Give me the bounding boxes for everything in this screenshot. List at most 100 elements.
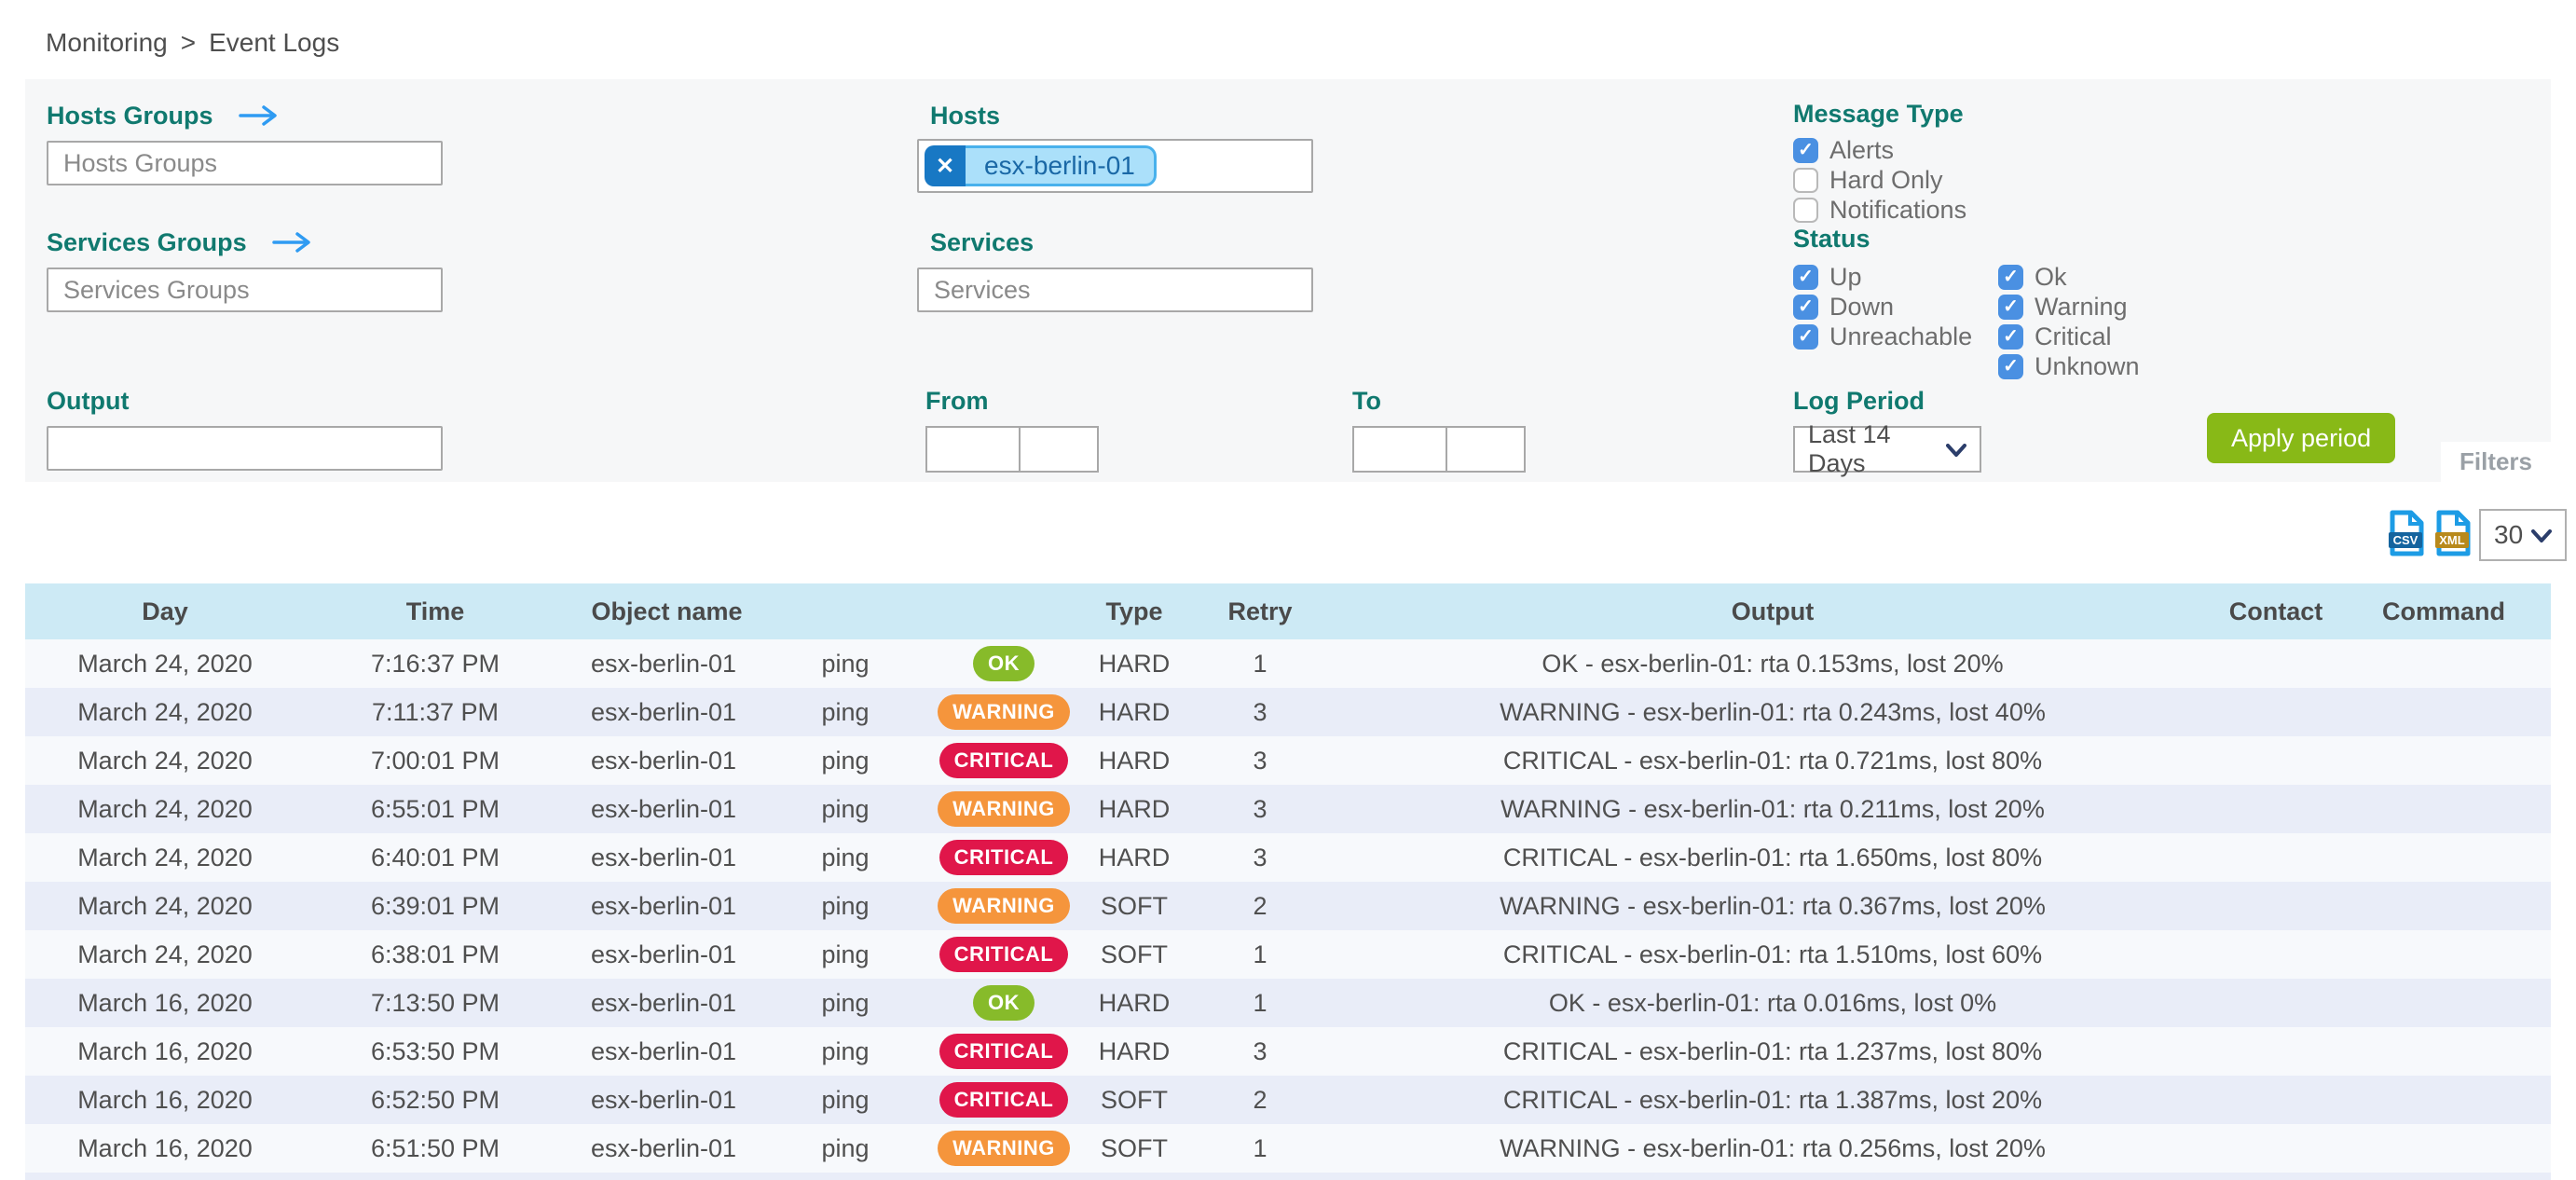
checkbox[interactable]: ✓: [1998, 323, 2023, 350]
cell-contact: [2215, 979, 2336, 1027]
log-period-select[interactable]: Last 14 Days: [1793, 420, 1981, 477]
checkbox-option[interactable]: ✓ Critical: [1998, 322, 2140, 351]
checkbox-label: Warning: [2035, 292, 2128, 321]
cell-status: OK: [929, 639, 1078, 688]
checkbox[interactable]: ✓: [1793, 264, 1818, 290]
checkbox-option[interactable]: ✓ Down: [1793, 292, 1972, 322]
cell-object-name: esx-berlin-01: [590, 940, 737, 968]
checkbox-option[interactable]: ✓ Up: [1793, 262, 1972, 292]
checkbox-option[interactable]: ✓ Ok: [1998, 262, 2140, 292]
to-field: To: [1352, 385, 1526, 473]
cell-command: [2336, 1124, 2551, 1173]
column-header-object-name: Object name: [566, 583, 761, 639]
checkbox[interactable]: ✓: [1998, 353, 2023, 379]
checkbox-label: Unknown: [2035, 351, 2140, 380]
cell-type: HARD: [1098, 988, 1171, 1017]
from-field: From: [925, 385, 1099, 473]
cell-command: [2336, 833, 2551, 882]
cell-output: OK - esx-berlin-01: rta 0.016ms, lost 0%: [1548, 988, 1997, 1017]
from-date-input[interactable]: [925, 426, 1021, 473]
checkbox-label: Up: [1829, 262, 1862, 291]
export-xml-icon[interactable]: XML: [2432, 510, 2472, 561]
status-service-options: ✓ Ok ✓ Warning ✓ Critical ✓ Unknown: [1998, 262, 2140, 381]
hosts-groups-input[interactable]: [47, 141, 443, 185]
cell-command: [2336, 1076, 2551, 1124]
hosts-groups-label: Hosts Groups: [47, 101, 213, 130]
checkbox[interactable]: ✓: [1793, 323, 1818, 350]
cell-contact: [2215, 882, 2336, 930]
checkbox[interactable]: [1793, 197, 1818, 223]
export-csv-icon[interactable]: CSV: [2386, 510, 2425, 561]
checkbox-option[interactable]: Hard Only: [1793, 165, 1966, 195]
cell-object-name: esx-berlin-01: [590, 988, 737, 1017]
status-label: Status: [1793, 225, 1870, 253]
host-tag: ✕ esx-berlin-01: [925, 145, 1157, 186]
checkbox-option[interactable]: ✓ Unreachable: [1793, 322, 1972, 351]
cell-time: 6:55:01 PM: [370, 794, 500, 823]
cell-time: 6:38:01 PM: [370, 940, 500, 968]
output-input[interactable]: [47, 426, 443, 471]
checkbox-label: Notifications: [1829, 195, 1967, 224]
cell-status: CRITICAL: [929, 736, 1078, 785]
to-date-input[interactable]: [1352, 426, 1447, 473]
services-groups-input[interactable]: [47, 268, 443, 312]
checkbox[interactable]: ✓: [1793, 294, 1818, 320]
cell-contact: [2215, 1124, 2336, 1173]
cell-type: HARD: [1098, 843, 1171, 871]
from-time-input[interactable]: [1019, 426, 1099, 473]
apply-period-button[interactable]: Apply period: [2207, 413, 2396, 463]
breadcrumb-monitoring[interactable]: Monitoring: [46, 28, 168, 57]
cell-service: ping: [821, 940, 870, 968]
table-row: March 24, 2020 7:16:37 PM esx-berlin-01 …: [25, 639, 2551, 688]
cell-time: 7:11:37 PM: [371, 697, 500, 726]
cell-object-name: esx-berlin-01: [590, 843, 737, 871]
cell-time: 7:16:37 PM: [370, 649, 500, 678]
hosts-groups-arrow-icon[interactable]: [238, 103, 281, 128]
to-time-input[interactable]: [1446, 426, 1526, 473]
cell-day: March 24, 2020: [77, 746, 253, 775]
cell-service: ping: [821, 746, 870, 775]
cell-object-name: esx-berlin-01: [590, 746, 737, 775]
cell-contact: [2215, 688, 2336, 736]
checkbox[interactable]: ✓: [1998, 264, 2023, 290]
column-header-retry: Retry: [1190, 583, 1330, 639]
checkbox-option[interactable]: Notifications: [1793, 195, 1966, 225]
rows-per-page-select[interactable]: 30: [2479, 509, 2567, 561]
hosts-input[interactable]: ✕ esx-berlin-01: [917, 139, 1313, 193]
status-badge: CRITICAL: [939, 840, 1069, 875]
filters-tab[interactable]: Filters: [2440, 442, 2551, 484]
services-groups-arrow-icon[interactable]: [271, 230, 314, 254]
checkbox[interactable]: [1793, 167, 1818, 193]
clipped-row: [25, 1173, 2551, 1180]
cell-output: CRITICAL - esx-berlin-01: rta 1.510ms, l…: [1502, 940, 2043, 968]
checkbox[interactable]: ✓: [1793, 137, 1818, 163]
hosts-groups-field: Hosts Groups: [47, 100, 443, 185]
cell-status: WARNING: [929, 1124, 1078, 1173]
cell-type: HARD: [1098, 649, 1171, 678]
cell-service: ping: [821, 891, 870, 920]
services-input[interactable]: [917, 268, 1313, 312]
checkmark-icon: ✓: [2003, 296, 2019, 317]
cell-output: WARNING - esx-berlin-01: rta 0.256ms, lo…: [1500, 1133, 2046, 1162]
cell-output: CRITICAL - esx-berlin-01: rta 1.650ms, l…: [1502, 843, 2043, 871]
cell-output: CRITICAL - esx-berlin-01: rta 1.237ms, l…: [1502, 1036, 2043, 1065]
checkbox-label: Alerts: [1829, 135, 1895, 164]
cell-command: [2336, 882, 2551, 930]
column-header-command: Command: [2336, 583, 2551, 639]
breadcrumb: Monitoring > Event Logs: [46, 28, 339, 58]
log-period-value: Last 14 Days: [1808, 420, 1891, 477]
checkbox-option[interactable]: ✓ Alerts: [1793, 135, 1966, 165]
cell-service: ping: [821, 649, 870, 678]
remove-tag-button[interactable]: ✕: [925, 145, 966, 186]
services-field: Services: [917, 226, 1313, 312]
checkbox-option[interactable]: ✓ Warning: [1998, 292, 2140, 322]
cell-object-name: esx-berlin-01: [590, 1133, 737, 1162]
cell-command: [2336, 979, 2551, 1027]
checkbox-option[interactable]: ✓ Unknown: [1998, 351, 2140, 381]
message-type-group: Message Type ✓ Alerts Hard Only Notifica…: [1793, 100, 1966, 225]
checkbox[interactable]: ✓: [1998, 294, 2023, 320]
cell-retry: 1: [1253, 988, 1267, 1017]
status-badge: CRITICAL: [939, 743, 1069, 778]
log-period-field: Log Period Last 14 Days: [1793, 385, 1981, 477]
table-row: March 24, 2020 7:11:37 PM esx-berlin-01 …: [25, 688, 2551, 736]
